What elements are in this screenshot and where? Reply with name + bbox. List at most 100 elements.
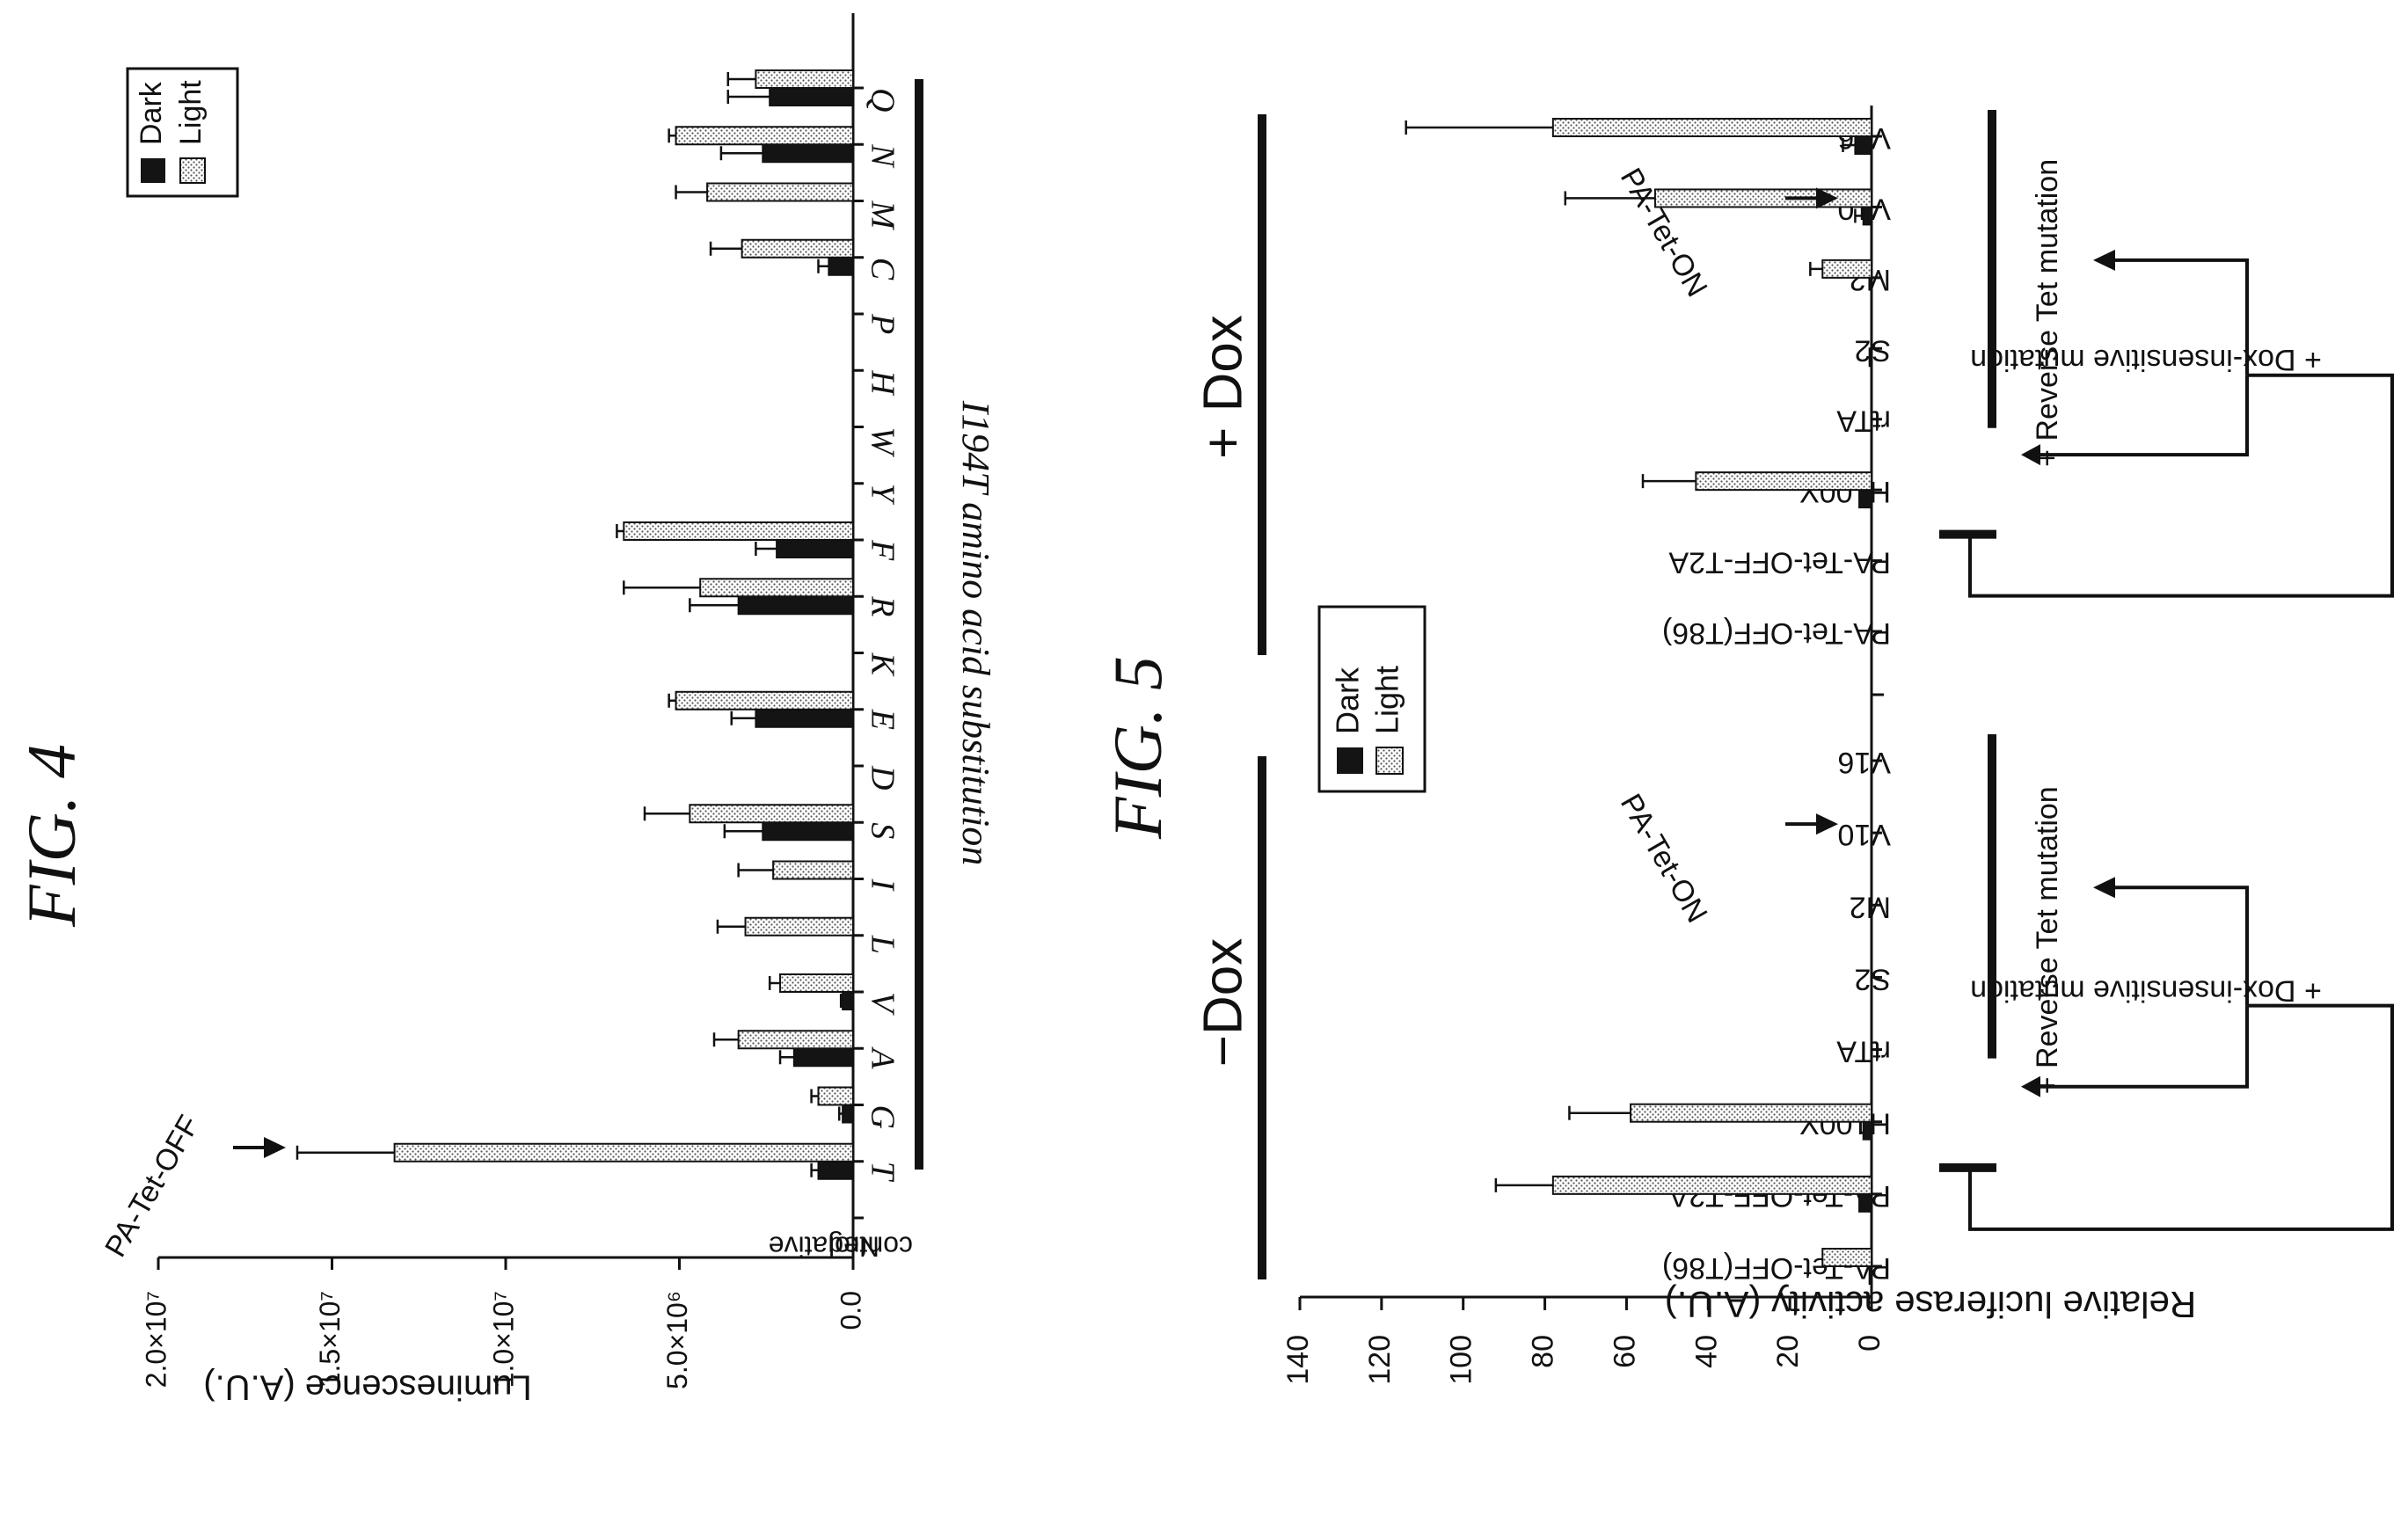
- fig5-value-tick-label-group: 20: [1771, 1335, 1805, 1368]
- fig4-value-tick-label: 5.0×10⁶: [661, 1291, 693, 1389]
- fig4-category-label-group: R: [864, 595, 901, 616]
- fig5-category-label-group: PA-Tet-OFF(T86): [1662, 616, 1891, 650]
- fig5-category-label-group: S2: [1854, 333, 1891, 367]
- fig5-category-label: PA-Tet-OFF-T2A: [1668, 546, 1891, 579]
- fig4-category-label-group: A: [864, 1046, 901, 1069]
- fig4-legend-label-dark-group: Dark: [135, 81, 168, 145]
- fig5-annotation-label-group: PA-Tet-ON: [1614, 163, 1714, 302]
- fig5-category-label-group: V16: [1838, 746, 1892, 779]
- fig5-bracket-label-reverse-tet: + Reverse Tet mutation: [2031, 786, 2064, 1094]
- fig5-bar-light: [1551, 118, 1873, 137]
- fig4-bar-dark: [762, 821, 854, 842]
- fig5-category-label: S2: [1854, 333, 1891, 367]
- fig5-category-label-group: M2: [1850, 890, 1891, 923]
- fig5-axes: 0 20 40 60 80 100 120 140 Relative luciferase ac…: [1281, 106, 2196, 1385]
- fig4-category-label: E: [864, 709, 901, 730]
- fig4-category-axis-title: I194T amino acid substitution: [954, 400, 997, 865]
- fig4-category-label-group: Q: [864, 88, 901, 112]
- fig4-category-label: M: [864, 200, 901, 231]
- fig5-annotation-label: PA-Tet-ON: [1614, 789, 1714, 929]
- fig4-bar-dark: [792, 1047, 854, 1068]
- fig4-category-axis-title-group: I194T amino acid substitution: [954, 400, 997, 865]
- fig4-category-label-group: C: [864, 258, 901, 281]
- fig4-bar-light: [755, 69, 855, 89]
- fig4-bar-dark: [755, 708, 855, 728]
- fig4-bar-light: [737, 1030, 855, 1050]
- fig5-bracket-label-reverse-tet-group: + Reverse Tet mutation: [2031, 786, 2064, 1094]
- fig4-category-label: N: [864, 143, 901, 169]
- fig5-legend-swatch-dark: [1337, 747, 1363, 774]
- fig4-category-label: C: [864, 258, 901, 281]
- fig4-legend-label-light-group: Light: [174, 80, 208, 145]
- fig4-bar-light: [772, 860, 855, 880]
- fig4-category-label: R: [864, 595, 901, 616]
- fig4-category-label-group: V: [864, 992, 901, 1016]
- fig5-value-tick-label-group: 140: [1281, 1335, 1315, 1385]
- fig5-bar-dark: [1854, 135, 1872, 155]
- fig5-category-label-group: S2: [1854, 962, 1891, 995]
- fig4-bar-dark: [842, 991, 855, 1010]
- fig4-category-label: F: [864, 539, 901, 561]
- fig5-bracket-label-reverse-tet: + Reverse Tet mutation: [2031, 159, 2064, 467]
- fig5-category-label-group: V10: [1838, 818, 1892, 851]
- fig4-bar-dark: [842, 1104, 855, 1124]
- fig4-value-tick-label-group: 1.5×10⁷: [314, 1291, 346, 1388]
- fig4-annotation-label: PA-Tet-OFF: [99, 1110, 206, 1263]
- fig4-bar-light: [779, 973, 854, 993]
- fig4-annotation-arrow-head: [264, 1137, 286, 1158]
- fig4-legend-label-light: Light: [174, 80, 208, 145]
- fig4-value-tick-label: 1.0×10⁷: [487, 1291, 519, 1388]
- fig5-category-label: rtTA: [1836, 1035, 1891, 1068]
- fig5-bar-light: [1630, 1103, 1872, 1123]
- fig4-value-tick-label: 2.0×10⁷: [140, 1291, 171, 1388]
- fig5-annotation-arrow-head: [1816, 187, 1838, 209]
- fig5-value-tick-label-group: 80: [1527, 1335, 1560, 1368]
- fig5-legend-label-light: Light: [1369, 666, 1405, 734]
- fig5-arrow-dox-insensitive: [2040, 1005, 2249, 1089]
- fig4-category-label-group: W: [864, 427, 901, 458]
- fig4-annotation: PA-Tet-OFF: [99, 1110, 286, 1263]
- fig5-legend-label-dark: Dark: [1330, 667, 1366, 734]
- fig4-category-label-group: L: [864, 935, 901, 954]
- fig4-bar-light: [744, 916, 854, 937]
- fig4-value-tick-label: 1.5×10⁷: [314, 1291, 346, 1388]
- fig5-bar-dark: [1858, 489, 1873, 509]
- fig5-bar-dark: [1858, 1192, 1873, 1213]
- fig5-value-tick-label-group: 120: [1363, 1335, 1397, 1385]
- fig4-category-label: Negative: [769, 1231, 879, 1263]
- fig4-annotation-label-group: PA-Tet-OFF: [99, 1110, 206, 1263]
- fig4-bar-light: [817, 1086, 854, 1106]
- fig5-bracket-label-dox-insensitive-group: + Dox-insensitive mutation: [1970, 974, 2322, 1008]
- fig4-category-label: Q: [864, 88, 901, 112]
- fig4-category-label: Y: [864, 484, 901, 506]
- fig5-group-label-minus-dox-group: −Dox: [1193, 938, 1253, 1067]
- fig4-category-label: T: [864, 1162, 901, 1183]
- fig5-connector-path: [1968, 1003, 2394, 1231]
- fig4-category-label: G: [864, 1105, 901, 1129]
- fig5-category-label: M2: [1850, 890, 1891, 923]
- fig5-value-tick-label-group: 60: [1608, 1335, 1641, 1368]
- fig4-bar-dark: [828, 256, 854, 276]
- fig5-category-label: V16: [1838, 746, 1892, 779]
- fig5-bars: [1405, 118, 1873, 1285]
- fig5-bar-dark: [1862, 206, 1873, 226]
- fig4-category-label-group: P: [864, 313, 901, 334]
- fig5-value-tick-label: 40: [1689, 1335, 1723, 1368]
- fig4-bar-light: [741, 238, 854, 259]
- fig5-arrow-reverse-tet: [2115, 258, 2249, 375]
- fig4-bar-light: [699, 578, 855, 598]
- fig5-value-tick-label-group: 100: [1445, 1335, 1478, 1385]
- fig4-bar-light: [689, 804, 854, 824]
- fig5-value-axis-title: Relative luciferase activity (A.U.): [1665, 1284, 2197, 1325]
- fig5-group-label-plus-dox: + Dox: [1193, 315, 1253, 459]
- fig5-arrowhead-reverse-tet: [2093, 249, 2115, 271]
- fig4-legend-swatch-light: [179, 157, 206, 184]
- fig4-category-label: H: [864, 369, 901, 397]
- fig5-value-tick-label: 100: [1445, 1335, 1478, 1385]
- fig4-bar-dark: [817, 1160, 854, 1180]
- fig4-value-tick-label-group: 1.0×10⁷: [487, 1291, 519, 1388]
- fig5-bar-light: [1695, 471, 1873, 492]
- fig5-category-label-group: rtTA: [1836, 405, 1891, 438]
- fig5-arrowhead-reverse-tet: [2093, 877, 2115, 899]
